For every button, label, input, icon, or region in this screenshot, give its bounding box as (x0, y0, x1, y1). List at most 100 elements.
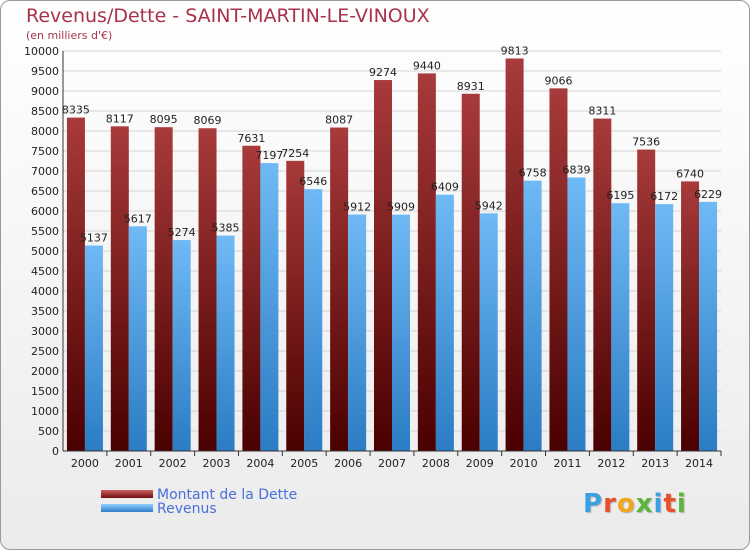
chart-title: Revenus/Dette - SAINT-MARTIN-LE-VINOUX (26, 5, 430, 27)
data-label-revenue: 5385 (212, 222, 240, 235)
bar-revenue (392, 214, 410, 451)
bar-revenue (172, 240, 191, 451)
bar-revenue (260, 163, 279, 451)
bar-debt (505, 58, 524, 451)
bar-revenue (655, 204, 674, 451)
data-label-revenue: 5137 (80, 232, 108, 245)
data-label-debt: 9274 (369, 66, 397, 79)
y-tick-label: 5000 (31, 245, 59, 258)
axes (62, 51, 721, 452)
x-tick-label: 2005 (290, 457, 318, 470)
bar-revenue (523, 180, 542, 451)
x-tick-label: 2011 (553, 457, 581, 470)
data-label-revenue: 5274 (168, 226, 196, 239)
bar-revenue (699, 201, 718, 451)
x-tick-label: 2012 (597, 457, 625, 470)
y-tick-label: 2500 (31, 345, 59, 358)
bar-revenue (567, 177, 586, 451)
bar-debt (374, 80, 392, 451)
data-label-debt: 8335 (62, 104, 90, 117)
legend-label-revenue: Revenus (157, 501, 217, 517)
bar-revenue (216, 235, 235, 451)
bar-debt (549, 88, 568, 452)
y-tick-label: 8500 (31, 105, 59, 118)
data-label-debt: 9440 (413, 59, 441, 72)
data-label-revenue: 5909 (387, 201, 415, 214)
data-label-revenue: 5617 (124, 212, 152, 225)
bar-revenue (128, 226, 147, 451)
bar-debt (66, 117, 85, 451)
data-label-revenue: 6546 (299, 175, 327, 188)
x-tick-label: 2010 (510, 457, 538, 470)
data-label-debt: 7631 (237, 132, 265, 145)
x-tick-label: 2013 (641, 457, 669, 470)
legend-swatch-debt (101, 490, 153, 498)
bar-revenue (611, 203, 630, 451)
bar-debt (593, 118, 612, 451)
bar-debt (286, 160, 305, 451)
bar-debt (417, 73, 436, 452)
data-label-revenue: 6409 (431, 181, 459, 194)
data-label-revenue: 6229 (694, 188, 722, 201)
y-tick-label: 8000 (31, 125, 59, 138)
data-label-debt: 8069 (194, 114, 222, 127)
bar-debt (461, 93, 480, 451)
data-label-revenue: 5912 (343, 201, 371, 214)
x-tick-label: 2001 (115, 457, 143, 470)
bar-revenue (348, 214, 367, 451)
y-axis-ticks: 0 500 1000 1500 2000 2500 3000 3500 4000 4500 5000… (24, 45, 59, 458)
data-label-revenue: 5942 (475, 199, 503, 212)
bar-revenue (84, 245, 103, 451)
x-tick-label: 2002 (159, 457, 187, 470)
bar-debt (242, 145, 261, 451)
y-tick-label: 5500 (31, 225, 59, 238)
y-tick-label: 7000 (31, 165, 59, 178)
chart-subtitle: (en milliers d'€) (26, 29, 113, 42)
y-tick-label: 4500 (31, 265, 59, 278)
bar-revenue (479, 213, 498, 451)
y-tick-label: 2000 (31, 365, 59, 378)
bar-debt (198, 128, 217, 451)
data-label-revenue: 6758 (519, 167, 547, 180)
y-tick-label: 9500 (31, 65, 59, 78)
y-tick-label: 3000 (31, 325, 59, 338)
y-tick-label: 1000 (31, 405, 59, 418)
x-tick-label: 2004 (246, 457, 274, 470)
y-tick-label: 0 (52, 445, 59, 458)
legend-swatch-revenue (101, 504, 153, 512)
y-tick-label: 4000 (31, 285, 59, 298)
bar-debt (681, 181, 700, 451)
x-tick-label: 2014 (685, 457, 713, 470)
data-label-debt: 7254 (281, 147, 309, 160)
data-label-debt: 8095 (150, 113, 178, 126)
y-tick-label: 6000 (31, 205, 59, 218)
bar-revenue (435, 194, 454, 451)
legend-label-debt: Montant de la Dette (157, 487, 298, 503)
data-label-revenue: 7197 (255, 149, 283, 162)
x-tick-label: 2009 (466, 457, 494, 470)
x-tick-label: 2006 (334, 457, 362, 470)
data-label-debt: 9813 (501, 44, 529, 57)
proxiti-logo: Proxiti (583, 489, 687, 519)
y-tick-label: 6500 (31, 185, 59, 198)
data-label-revenue: 6839 (562, 163, 590, 176)
data-label-debt: 6740 (676, 167, 704, 180)
data-label-debt: 8117 (106, 112, 134, 125)
x-tick-label: 2007 (378, 457, 406, 470)
bar-debt (637, 149, 656, 451)
data-label-debt: 8931 (457, 80, 485, 93)
y-tick-label: 10000 (24, 45, 59, 58)
y-tick-label: 500 (38, 425, 59, 438)
bar-debt (330, 127, 349, 452)
y-tick-label: 7500 (31, 145, 59, 158)
y-tick-label: 3500 (31, 305, 59, 318)
data-label-debt: 8311 (588, 105, 616, 118)
y-tick-label: 1500 (31, 385, 59, 398)
y-tick-label: 9000 (31, 85, 59, 98)
bar-debt (154, 127, 173, 451)
x-tick-label: 2003 (203, 457, 231, 470)
data-label-debt: 8087 (325, 114, 353, 127)
bar-debt (110, 126, 129, 451)
